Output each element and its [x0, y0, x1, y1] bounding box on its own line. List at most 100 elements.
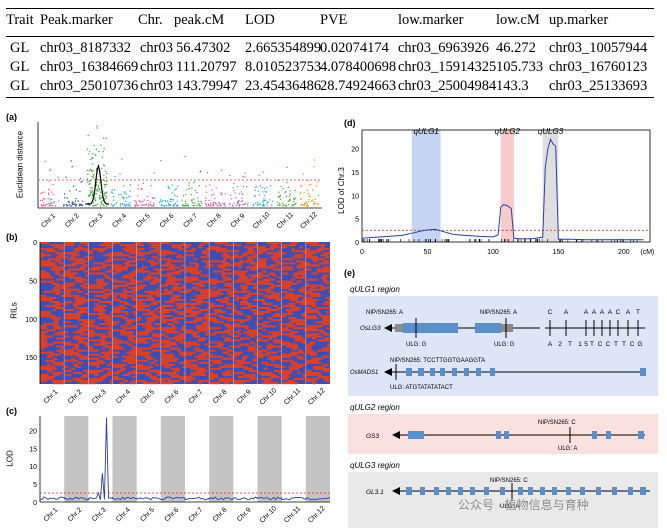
genotype-block — [320, 246, 325, 249]
genotype-block — [292, 274, 298, 277]
genotype-block — [167, 379, 180, 383]
scatter-point — [185, 193, 187, 196]
genotype-block — [326, 282, 330, 285]
genotype-block — [64, 351, 79, 354]
genotype-block — [257, 282, 273, 285]
genotype-block — [164, 365, 171, 368]
genotype-block — [160, 308, 178, 312]
scatter-point — [129, 196, 131, 198]
genotype-block — [266, 345, 282, 348]
genotype-block — [276, 262, 282, 265]
genotype-block — [255, 365, 258, 368]
genotype-block — [68, 268, 85, 271]
genotype-block — [322, 302, 330, 306]
panel-b-label: (b) — [6, 232, 18, 242]
genotype-block — [170, 347, 180, 350]
genotype-block — [192, 335, 200, 338]
scatter-point — [308, 199, 310, 201]
genotype-block — [104, 357, 113, 360]
scatter-point — [200, 200, 202, 203]
exon-block — [518, 487, 523, 495]
genotype-block — [281, 313, 293, 316]
genotype-block — [99, 355, 111, 358]
genotype-block — [56, 349, 63, 352]
genotype-block — [206, 264, 210, 267]
qtl-table: Trait Peak.marker Chr. peak.cM LOD PVE l… — [0, 0, 667, 100]
genotype-block — [209, 367, 222, 370]
scatter-point — [48, 180, 50, 182]
genotype-block — [256, 319, 258, 322]
genotype-block — [160, 315, 173, 318]
panel-a-ylabel: Euclidean distance — [15, 130, 25, 199]
section-title-qulg3: qULG3 region — [350, 461, 400, 470]
genotype-block — [305, 327, 318, 330]
genotype-block — [271, 359, 275, 362]
scatter-point — [81, 200, 84, 202]
scatter-point — [168, 205, 170, 207]
genotype-block — [118, 304, 125, 308]
genotype-block — [64, 325, 78, 328]
genotype-block — [40, 256, 44, 259]
scatter-point — [103, 204, 105, 206]
genotype-block — [151, 280, 161, 283]
genotype-block — [286, 345, 299, 348]
genotype-block — [112, 278, 117, 281]
genotype-block — [54, 319, 59, 322]
genotype-block — [329, 250, 330, 253]
exon-block — [638, 431, 644, 439]
genotype-block — [252, 276, 256, 279]
genotype-block — [309, 244, 326, 247]
genotype-block — [149, 272, 161, 275]
genotype-block — [317, 248, 330, 251]
section-title-qulg2: qULG2 region — [350, 403, 400, 412]
genotype-block — [160, 357, 179, 360]
genotype-block — [55, 284, 65, 287]
scatter-point — [44, 198, 46, 200]
scatter-point — [193, 198, 195, 200]
genotype-block — [84, 343, 89, 346]
genotype-block — [224, 329, 234, 332]
scatter-point — [43, 191, 45, 193]
genotype-block — [265, 351, 278, 354]
genotype-block — [205, 248, 210, 251]
strand-arrow-icon — [384, 324, 392, 332]
genotype-block — [204, 315, 209, 318]
genotype-block — [179, 353, 185, 356]
genotype-block — [224, 339, 234, 342]
scatter-point — [70, 205, 73, 207]
genotype-block — [262, 278, 275, 281]
genotype-block — [305, 300, 316, 304]
genotype-block — [302, 315, 306, 318]
genotype-block — [248, 292, 258, 295]
genotype-block — [123, 296, 128, 299]
genotype-block — [178, 313, 185, 316]
scatter-point — [74, 203, 76, 205]
genotype-block — [98, 250, 104, 253]
genotype-block — [93, 308, 106, 312]
scatter-point — [75, 205, 77, 207]
genotype-block — [87, 288, 89, 291]
scatter-point — [90, 187, 92, 189]
scatter-point — [213, 197, 216, 200]
scatter-point — [64, 193, 66, 195]
x-tick-label: Chr.4 — [115, 506, 132, 523]
scatter-point — [303, 204, 306, 206]
scatter-point — [97, 188, 99, 190]
genotype-block — [305, 278, 318, 281]
genotype-block — [88, 353, 100, 356]
genotype-block — [197, 329, 209, 332]
x-tick-label: Chr.2 — [67, 506, 84, 523]
genotype-block — [288, 365, 303, 368]
genotype-block — [223, 278, 233, 281]
scatter-point — [123, 205, 125, 207]
genotype-block — [147, 242, 161, 245]
genotype-block — [290, 298, 298, 302]
genotype-block — [320, 254, 329, 257]
table-cell: chr03_10057944 — [549, 40, 648, 56]
table-cell: chr03_8187332 — [40, 40, 132, 56]
genotype-block — [305, 349, 313, 352]
scatter-point — [207, 204, 210, 207]
scatter-point — [264, 188, 266, 190]
genotype-block — [135, 268, 137, 271]
genotype-block — [160, 268, 175, 271]
